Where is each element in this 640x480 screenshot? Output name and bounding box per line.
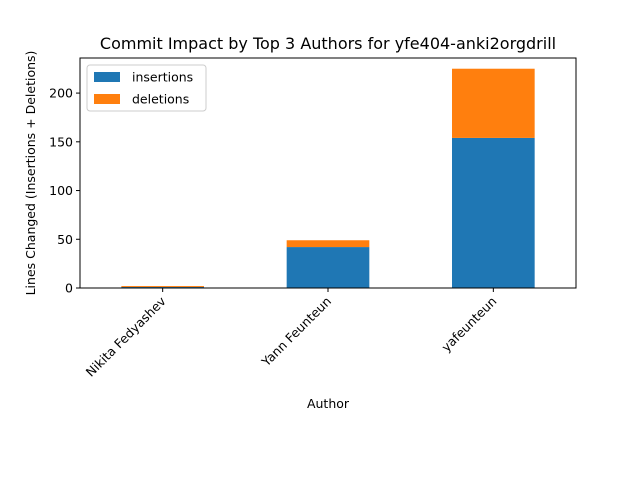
legend-label-insertions: insertions xyxy=(132,70,193,85)
x-tick-label: yafeunteun xyxy=(438,294,499,355)
y-tick-label: 100 xyxy=(49,183,73,198)
y-axis: 0 50 100 150 200 xyxy=(49,86,80,296)
y-tick-label: 0 xyxy=(65,281,73,296)
bar-deletions-3 xyxy=(452,68,535,138)
bar-insertions-2 xyxy=(286,247,370,288)
y-tick-label: 150 xyxy=(49,134,73,149)
x-axis: Nikita Fedyashev Yann Feunteun yafeunteun xyxy=(83,288,499,380)
bar-deletions-1 xyxy=(121,286,204,288)
y-axis-label: Lines Changed (Insertions + Deletions) xyxy=(23,51,38,296)
legend-swatch-deletions xyxy=(94,94,120,104)
bar-deletions-2 xyxy=(286,240,370,248)
bars-layer xyxy=(121,68,535,288)
legend: insertions deletions xyxy=(86,64,207,112)
x-tick-label: Yann Feunteun xyxy=(258,294,334,370)
x-tick-label: Nikita Fedyashev xyxy=(83,293,170,380)
y-tick-label: 50 xyxy=(57,232,73,247)
chart-title: Commit Impact by Top 3 Authors for yfe40… xyxy=(100,34,556,53)
x-axis-label: Author xyxy=(307,396,350,411)
bar-insertions-3 xyxy=(452,137,535,288)
legend-swatch-insertions xyxy=(94,72,120,82)
plot-frame xyxy=(79,57,577,289)
y-tick-label: 200 xyxy=(49,86,73,101)
legend-label-deletions: deletions xyxy=(132,92,189,107)
